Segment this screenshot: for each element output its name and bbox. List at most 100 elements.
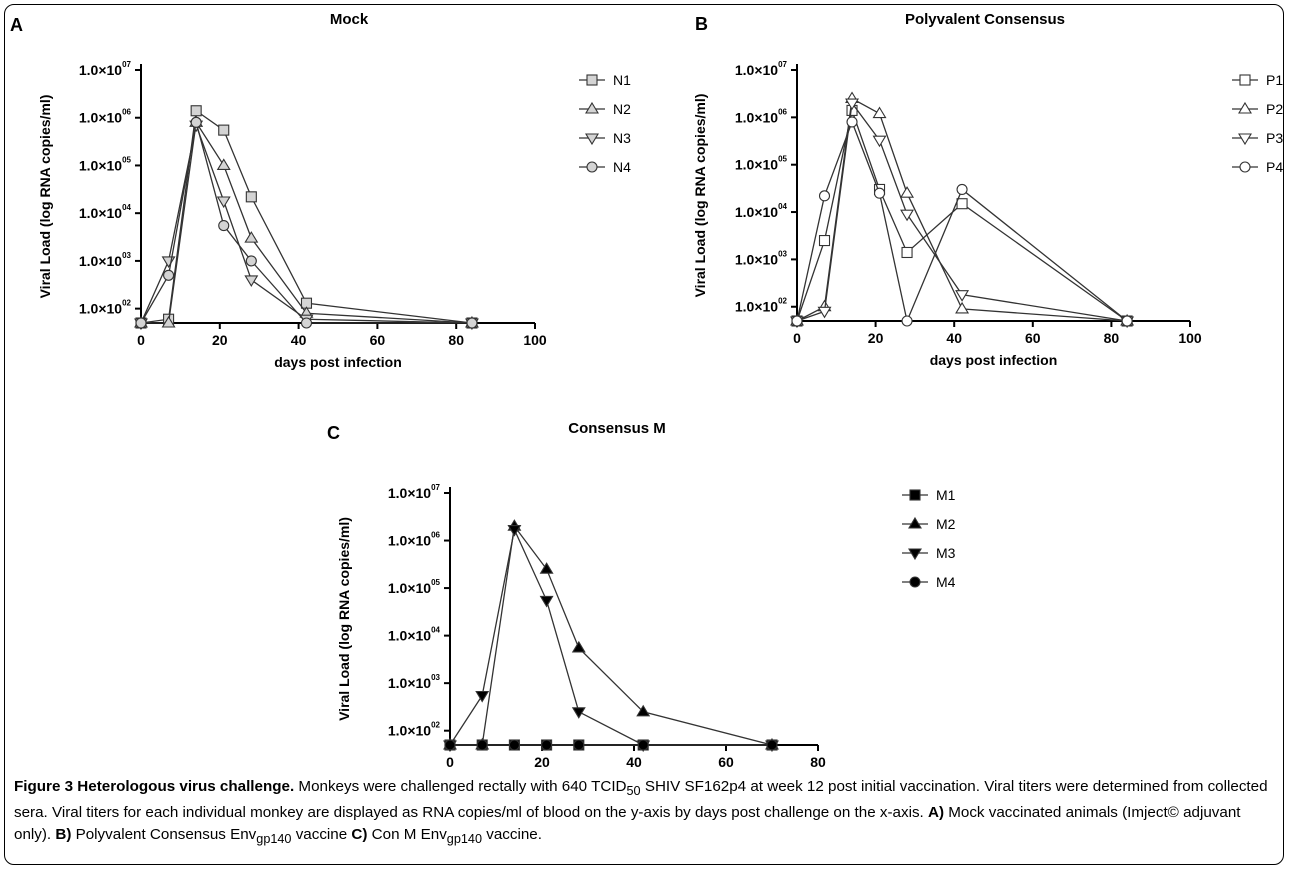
legend-marker-m1: [909, 489, 921, 501]
data-point-n4: [300, 317, 313, 329]
y-tick-label: 1.0×1003: [388, 673, 441, 691]
data-point-m4: [508, 739, 520, 751]
caption-b-text-2: vaccine: [291, 826, 352, 844]
y-tick-label: 1.0×1002: [388, 721, 441, 739]
legend-marker-m4: [909, 576, 921, 588]
panel-letter: C: [327, 423, 340, 443]
y-axis-label: Viral Load (log RNA copies/ml): [37, 95, 53, 299]
chart-panel-b: B Polyvalent Consensus 0 20 40 60 80 100 days po…: [692, 11, 1283, 368]
figure-frame: [4, 4, 1284, 865]
x-tick-label: 20: [534, 754, 550, 770]
y-tick-label: 1.0×1004: [735, 202, 788, 220]
data-point-n2: [216, 158, 231, 171]
y-tick-label: 1.0×1003: [79, 251, 132, 269]
x-tick-label: 60: [718, 754, 734, 770]
data-point-m4: [444, 739, 456, 751]
data-point-p1: [818, 235, 831, 247]
x-tick-label: 40: [626, 754, 642, 770]
data-point-n4: [245, 255, 257, 267]
data-point-n4: [218, 220, 230, 232]
y-axis-label: Viral Load (log RNA copies/ml): [336, 517, 352, 721]
data-point-p4: [956, 183, 968, 196]
chart-title: Polyvalent Consensus: [905, 11, 1065, 28]
legend-marker-p1: [1239, 74, 1251, 86]
y-tick-label: 1.0×1006: [79, 108, 132, 126]
caption-text-1: Monkeys were challenged rectally with 64…: [294, 778, 627, 795]
caption-b-sub: gp140: [256, 832, 292, 847]
y-tick-label: 1.0×1006: [388, 531, 441, 549]
chart-panel-a: A Mock 0 20 40 60 80 100 days post infection 1.0×…: [10, 11, 631, 370]
caption-c-label: C): [351, 826, 368, 844]
data-point-p4: [818, 190, 831, 202]
panel-letter: A: [10, 15, 23, 35]
legend-marker-p4: [1239, 161, 1251, 173]
data-point-n4: [190, 116, 202, 128]
data-point-p4: [791, 315, 803, 327]
y-tick-label: 1.0×1002: [79, 299, 132, 317]
data-point-m2: [571, 640, 586, 653]
data-point-n2: [244, 231, 259, 243]
y-tick-label: 1.0×1007: [79, 60, 132, 78]
x-tick-label: 20: [212, 332, 228, 348]
legend-label-n2: N2: [613, 101, 631, 117]
x-axis-label: days post infection: [274, 354, 402, 370]
chart-title: Mock: [330, 11, 369, 28]
legend-marker-p2: [1238, 101, 1252, 114]
data-point-n4: [135, 317, 147, 329]
data-point-n3: [216, 196, 231, 209]
x-tick-label: 80: [810, 754, 826, 770]
series-line-n4: [140, 122, 472, 324]
x-tick-label: 0: [137, 332, 145, 348]
y-tick-label: 1.0×1007: [735, 60, 788, 78]
data-point-p2: [955, 301, 970, 314]
legend-label-p2: P2: [1266, 101, 1283, 117]
x-tick-label: 40: [946, 330, 962, 346]
caption-c-sub: gp140: [446, 832, 482, 847]
legend-label-m4: M4: [936, 574, 956, 590]
x-tick-label: 80: [1104, 330, 1120, 346]
legend-label-p4: P4: [1266, 159, 1283, 175]
data-point-p4: [901, 315, 913, 327]
data-point-p3: [955, 290, 970, 302]
caption-b-text: Polyvalent Consensus Env: [71, 826, 257, 844]
caption-text-2: SHIV SF162p4 at week 12 post initial vac…: [14, 778, 1268, 822]
panel-letter: B: [695, 14, 708, 34]
x-tick-label: 100: [523, 332, 547, 348]
data-point-m3: [539, 595, 554, 608]
legend-label-m2: M2: [936, 516, 956, 532]
caption-label: Figure 3 Heterologous virus challenge.: [14, 778, 295, 795]
x-tick-label: 0: [446, 754, 454, 770]
caption-a-label: A): [927, 804, 945, 822]
caption-b-label: B): [55, 826, 72, 844]
y-tick-label: 1.0×1005: [735, 155, 788, 173]
data-point-p3: [845, 98, 859, 111]
caption-c-text: Con M Env: [367, 826, 447, 844]
data-point-m3: [475, 690, 490, 703]
caption-c-text-2: vaccine.: [482, 826, 542, 844]
data-point-n3: [161, 256, 176, 268]
x-tick-label: 60: [370, 332, 386, 348]
x-tick-label: 0: [793, 330, 801, 346]
data-point-m3: [507, 525, 522, 537]
legend-label-p3: P3: [1266, 130, 1283, 146]
data-point-p4: [873, 187, 886, 199]
data-point-p1: [956, 198, 968, 210]
data-point-m2: [636, 704, 651, 717]
y-tick-label: 1.0×1004: [79, 203, 132, 221]
data-point-m4: [637, 739, 649, 751]
legend-marker-m2: [908, 516, 922, 529]
x-tick-label: 40: [291, 332, 307, 348]
caption-a-text: Mock vaccinated animals (Imject© adjuvan…: [14, 804, 1241, 844]
y-tick-label: 1.0×1004: [388, 626, 441, 644]
x-tick-label: 60: [1025, 330, 1041, 346]
data-point-p1: [901, 246, 913, 259]
chart-title: Consensus M: [568, 420, 666, 437]
data-point-p3: [817, 306, 832, 319]
legend-label-m1: M1: [936, 487, 956, 503]
x-tick-label: 100: [1178, 330, 1202, 346]
data-point-p4: [846, 116, 858, 128]
figure-charts: A Mock 0 20 40 60 80 100 days post infection 1.0×…: [10, 11, 1283, 770]
data-point-n4: [466, 317, 478, 329]
y-axis-label: Viral Load (log RNA copies/ml): [692, 94, 708, 298]
